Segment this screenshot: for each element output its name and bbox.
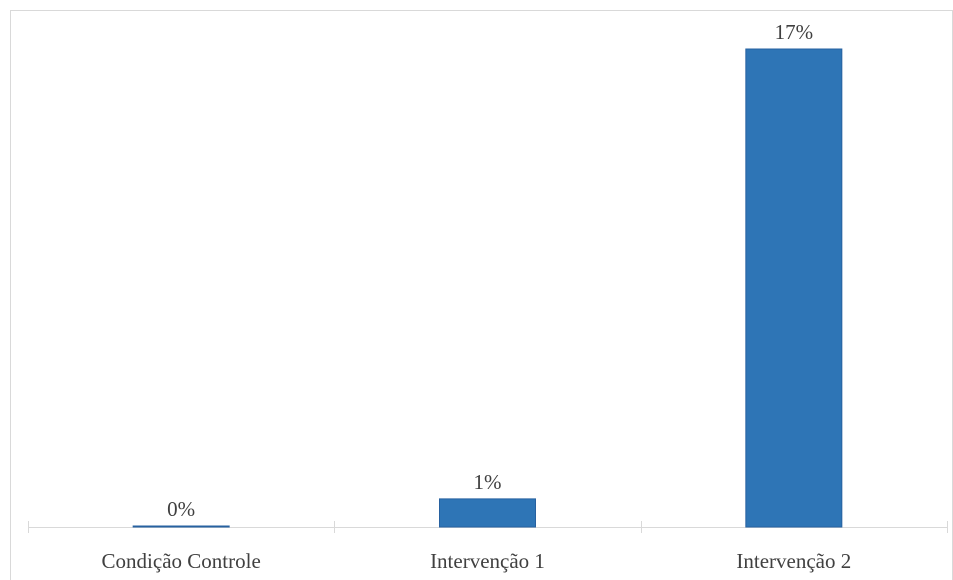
bars: [132, 48, 843, 528]
data-label: 0%: [167, 497, 195, 521]
bar: [439, 498, 536, 528]
x-tick-label: Condição Controle: [102, 549, 261, 573]
data-label: 1%: [474, 470, 502, 494]
bar: [745, 48, 843, 528]
x-tick-label: Intervenção 1: [430, 549, 545, 573]
x-axis-ticks: [28, 521, 948, 533]
data-label: 17%: [775, 20, 814, 44]
bar: [132, 525, 230, 528]
data-labels: 0% 1% 17%: [167, 20, 813, 521]
x-tick-labels: Condição Controle Intervenção 1 Intervençã…: [102, 549, 852, 573]
x-tick-label: Intervenção 2: [736, 549, 851, 573]
